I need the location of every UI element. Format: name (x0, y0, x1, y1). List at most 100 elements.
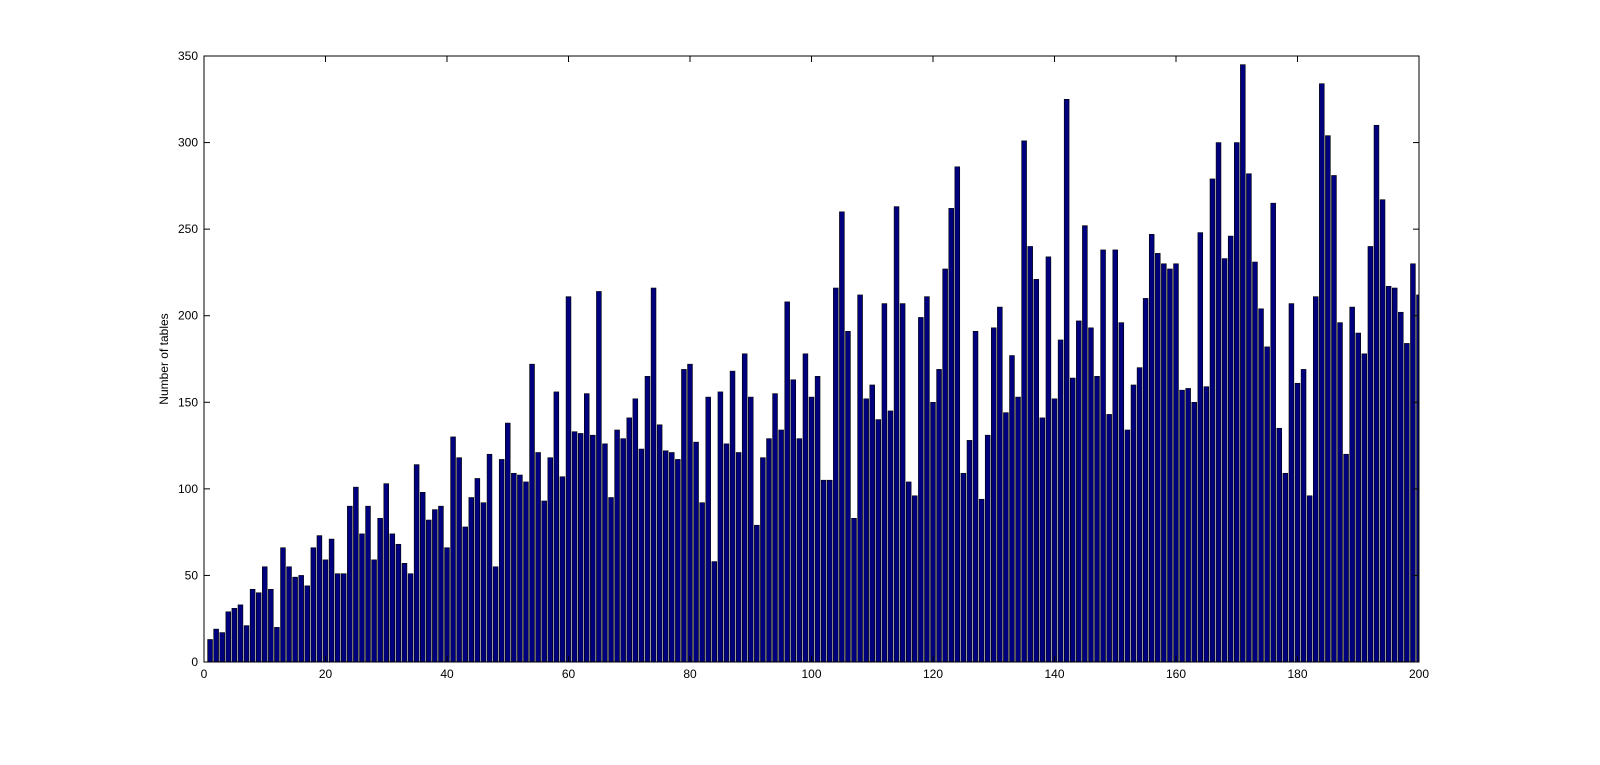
bar-44 (468, 497, 475, 663)
bar-167 (1215, 142, 1222, 663)
bar-171 (1240, 64, 1246, 663)
bar-17 (304, 585, 310, 663)
bar-19 (316, 535, 323, 663)
bar-133 (1009, 355, 1015, 663)
bar-176 (1270, 202, 1276, 663)
bar-79 (681, 369, 687, 663)
bar-191 (1361, 353, 1368, 663)
bar-33 (401, 563, 408, 663)
bar-169 (1227, 235, 1234, 663)
bar-93 (766, 438, 772, 663)
bar-157 (1155, 253, 1161, 663)
bar-12 (274, 627, 280, 663)
bar-50 (505, 422, 511, 663)
bar-1 (207, 639, 213, 663)
bar-117 (912, 495, 918, 663)
bar-48 (492, 566, 499, 663)
bar-101 (814, 376, 821, 663)
bar-165 (1203, 386, 1210, 663)
bar-195 (1385, 285, 1392, 663)
bar-86 (723, 443, 730, 663)
ticks-layer (203, 55, 1420, 663)
bar-53 (523, 481, 529, 663)
bar-77 (669, 452, 675, 663)
bar-174 (1258, 308, 1264, 663)
bar-107 (851, 517, 857, 663)
bar-105 (839, 211, 845, 663)
x-tick-label-80: 80 (683, 667, 697, 681)
bar-118 (918, 317, 924, 663)
bar-14 (286, 566, 292, 663)
bar-196 (1391, 287, 1398, 663)
bar-189 (1349, 306, 1355, 663)
bar-78 (675, 459, 681, 663)
bar-111 (875, 419, 882, 663)
x-tick-label-140: 140 (1044, 667, 1064, 681)
bar-32 (395, 543, 402, 663)
bar-82 (699, 502, 705, 663)
bar-183 (1313, 296, 1319, 663)
bar-188 (1343, 453, 1349, 663)
y-tick-label-50: 50 (185, 568, 199, 582)
bar-153 (1130, 384, 1137, 663)
bar-96 (784, 301, 790, 663)
bar-159 (1167, 268, 1173, 663)
bar-72 (638, 448, 645, 663)
bar-80 (687, 363, 693, 663)
bar-116 (905, 481, 912, 663)
bar-121 (936, 369, 942, 663)
bar-92 (760, 457, 766, 663)
x-tick-label-100: 100 (801, 667, 821, 681)
bar-2 (213, 628, 219, 663)
bar-142 (1063, 98, 1070, 663)
bar-57 (547, 457, 554, 663)
bar-71 (632, 398, 639, 663)
bar-144 (1076, 320, 1082, 663)
bar-29 (377, 517, 383, 663)
y-axis-label: Number of tables (157, 313, 171, 404)
bar-113 (887, 410, 894, 663)
bar-67 (608, 497, 614, 663)
bar-20 (322, 559, 329, 663)
bar-3 (219, 632, 225, 663)
x-tick-label-180: 180 (1287, 667, 1307, 681)
bar-193 (1373, 124, 1380, 663)
bar-129 (984, 434, 991, 663)
bar-104 (833, 287, 839, 663)
bar-65 (596, 291, 602, 663)
bar-127 (972, 330, 979, 663)
bar-95 (778, 429, 784, 663)
bar-13 (280, 547, 286, 663)
bar-94 (772, 393, 778, 663)
bar-158 (1161, 263, 1167, 663)
bar-120 (930, 401, 936, 663)
bar-170 (1234, 142, 1240, 663)
bar-31 (389, 533, 396, 663)
bar-6 (237, 604, 244, 663)
bar-28 (371, 559, 377, 663)
bar-124 (954, 166, 961, 663)
bar-162 (1185, 388, 1191, 663)
bar-70 (626, 417, 632, 663)
bar-74 (650, 287, 657, 663)
bar-182 (1306, 495, 1313, 663)
bar-152 (1124, 429, 1131, 663)
bar-11 (268, 588, 274, 663)
y-tick-label-250: 250 (178, 222, 198, 236)
bar-35 (413, 464, 420, 663)
bar-186 (1331, 175, 1337, 663)
x-tick-label-40: 40 (440, 667, 454, 681)
bar-155 (1142, 298, 1149, 663)
x-tick-label-0: 0 (201, 667, 208, 681)
bar-22 (334, 573, 341, 663)
bar-106 (845, 330, 851, 663)
bar-51 (511, 472, 517, 663)
bar-24 (347, 505, 353, 663)
bar-197 (1398, 311, 1404, 663)
bar-47 (486, 453, 493, 663)
y-tick-label-200: 200 (178, 309, 198, 323)
bar-60 (565, 296, 572, 663)
bar-56 (541, 500, 547, 663)
